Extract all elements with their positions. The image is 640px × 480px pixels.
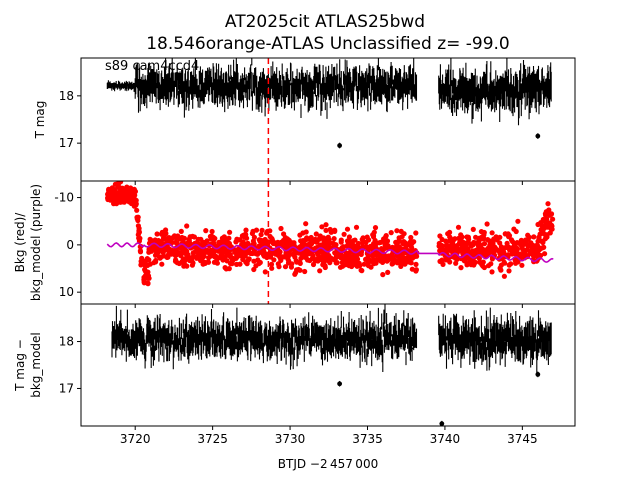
y-tick-label: 18 [59, 335, 74, 349]
y-axis-label-line1: Bkg (red)/ [13, 212, 27, 273]
panel-tmag-minus-bkg: 17 18 3720 3725 3730 3735 3740 3745 T mag − bkg_m… [13, 303, 576, 446]
series-t-mag---bkg_model [111, 304, 552, 373]
y-tick-label: 17 [59, 136, 74, 150]
x-axis-label: BTJD −2 457 000 [278, 457, 378, 471]
y-tick-label: 17 [59, 381, 74, 395]
chart-title-line1: AT2025cit ATLAS25bwd [225, 12, 425, 32]
x-tick-label: 3725 [197, 432, 228, 446]
series-bkg-points [105, 181, 556, 287]
chart-title-line2: 18.546orange-ATLAS Unclassified z= -99.0 [146, 34, 510, 54]
y-axis-label-line2: bkg_model [29, 332, 43, 398]
y-tick-label: 18 [59, 89, 74, 103]
plot-area [106, 58, 552, 193]
outlier-point [439, 421, 445, 426]
outlier-point [439, 188, 444, 193]
y-axis-label: T mag [33, 101, 47, 140]
panel-annotation: s89 cam4ccd4 [105, 59, 199, 74]
x-tick-label: 3745 [507, 432, 538, 446]
series-bkg-model-line [106, 242, 554, 263]
x-tick-label: 3740 [430, 432, 461, 446]
y-tick-label: 0 [66, 238, 74, 252]
outlier-point [337, 143, 343, 148]
x-tick-label: 3730 [275, 432, 306, 446]
outlier-point [337, 381, 343, 387]
outlier-point [535, 133, 541, 139]
plot-area [111, 304, 552, 426]
panel-background: 10 0 -10 Bkg (red)/bkg_model (purple) [13, 180, 576, 308]
plot-area [105, 181, 556, 287]
x-tick-label: 3720 [120, 432, 151, 446]
series-t-mag [106, 58, 552, 126]
y-tick-label: -10 [54, 191, 74, 205]
panel-tmag: 17 18 T mag s89 cam4ccd4 [33, 57, 576, 193]
y-axis-label-line2: bkg_model (purple) [29, 184, 43, 301]
x-tick-label: 3735 [352, 432, 383, 446]
y-tick-label: 10 [59, 285, 74, 299]
y-axis-label-line1: T mag − [13, 339, 27, 392]
panel-frame [80, 303, 576, 427]
outlier-point [535, 371, 541, 377]
